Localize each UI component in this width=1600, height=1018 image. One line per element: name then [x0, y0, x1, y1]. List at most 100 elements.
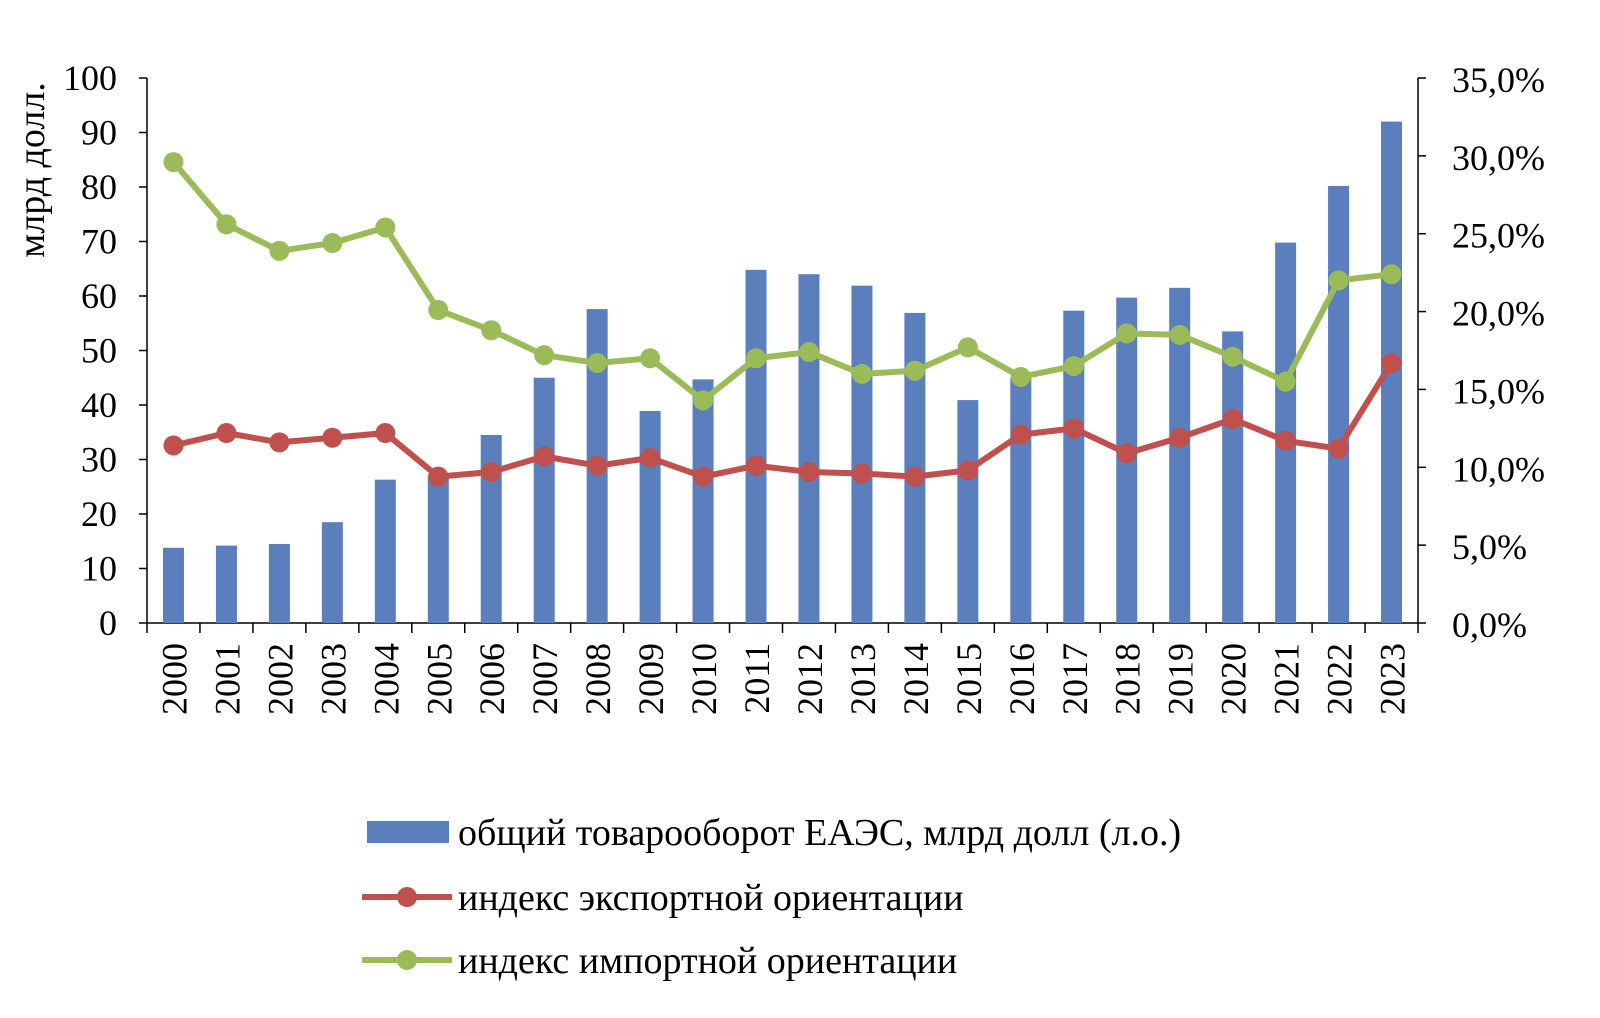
bar — [268, 543, 290, 623]
series-point-2 — [640, 348, 661, 369]
y-right-tick-label: 35,0% — [1452, 60, 1545, 100]
series-line-1 — [172, 361, 1395, 480]
legend-swatch-bar — [367, 821, 449, 843]
series-point-2 — [851, 363, 872, 384]
x-tick-label: 2011 — [737, 643, 777, 714]
bar — [1328, 185, 1350, 623]
x-tick-label: 2012 — [790, 643, 830, 715]
x-tick-label: 2017 — [1055, 643, 1095, 715]
series-point-2 — [1169, 324, 1190, 345]
bar — [745, 269, 767, 623]
y-right-tick-label: 30,0% — [1452, 138, 1545, 178]
bar — [1222, 331, 1244, 623]
y-right-tick-label: 10,0% — [1452, 449, 1545, 489]
x-tick-label: 2004 — [366, 643, 406, 715]
x-tick-label: 2019 — [1161, 643, 1201, 715]
x-tick-label: 2001 — [207, 643, 247, 715]
series-point-2 — [428, 300, 449, 321]
series-point-1 — [1169, 427, 1190, 448]
series-point-2 — [693, 390, 714, 411]
bar — [1010, 377, 1032, 623]
series-point-2 — [322, 233, 343, 254]
series-point-1 — [481, 461, 502, 482]
x-tick-label: 2023 — [1373, 643, 1413, 715]
x-tick-label: 2020 — [1214, 643, 1254, 715]
y-left-tick-label: 40 — [81, 385, 117, 425]
series-point-2 — [957, 337, 978, 358]
series-point-1 — [1010, 424, 1031, 445]
y-left-tick-label: 100 — [63, 58, 117, 98]
series-point-2 — [1328, 270, 1349, 291]
series-point-2 — [216, 214, 237, 235]
series-point-2 — [481, 320, 502, 341]
x-tick-label: 2018 — [1108, 643, 1148, 715]
series-point-2 — [1381, 264, 1402, 285]
series-point-1 — [1116, 443, 1137, 464]
series-point-1 — [798, 461, 819, 482]
x-tick-label: 2006 — [472, 643, 512, 715]
bar — [480, 434, 502, 623]
legend-swatch-marker — [397, 950, 417, 970]
y-left-tick-label: 50 — [81, 331, 117, 371]
series-point-2 — [163, 152, 184, 173]
legend-label: общий товарооборот ЕАЭС, млрд долл (л.о.… — [458, 812, 1181, 854]
legend-label: индекс экспортной ориентации — [458, 877, 964, 919]
x-tick-label: 2021 — [1267, 643, 1307, 715]
bar — [321, 522, 343, 623]
series-point-1 — [904, 466, 925, 487]
bar — [427, 474, 449, 623]
y-left-tick-label: 70 — [81, 222, 117, 262]
series-point-1 — [640, 447, 661, 468]
y-left-tick-label: 80 — [81, 167, 117, 207]
x-tick-label: 2002 — [260, 643, 300, 715]
series-point-2 — [1116, 323, 1137, 344]
x-tick-label: 2008 — [578, 643, 618, 715]
series-line-2 — [171, 160, 1392, 404]
series-point-2 — [746, 348, 767, 369]
bar — [639, 410, 661, 623]
series-point-1 — [375, 423, 396, 444]
bar — [1169, 287, 1191, 623]
y-right-tick-label: 0,0% — [1452, 605, 1527, 645]
series-point-1 — [851, 463, 872, 484]
y-left-tick-label: 0 — [99, 603, 117, 643]
x-tick-label: 2010 — [684, 643, 724, 715]
y-right-tick-label: 5,0% — [1452, 527, 1527, 567]
x-tick-label: 2003 — [313, 643, 353, 715]
plot-area: 0 10 20 30 40 50 60 70 80 90 100 0,0% 5,0% 10,0% 15,0%… — [63, 58, 1545, 715]
legend: общий товарооборот ЕАЭС, млрд долл (л.о.… — [362, 812, 1181, 982]
series-point-1 — [1275, 430, 1296, 451]
series-point-1 — [534, 446, 555, 467]
series-point-1 — [1381, 352, 1402, 373]
series-point-1 — [216, 423, 237, 444]
x-tick-label: 2000 — [154, 643, 194, 715]
bar — [374, 479, 396, 623]
series-point-1 — [269, 432, 290, 453]
y-right-tick-label: 20,0% — [1452, 294, 1545, 334]
series-point-2 — [375, 217, 396, 238]
y-left-tick-label: 90 — [81, 113, 117, 153]
legend-label: индекс импортной ориентации — [458, 940, 957, 982]
series-point-1 — [693, 466, 714, 487]
series-point-1 — [1328, 438, 1349, 459]
bar — [692, 379, 714, 623]
bar — [851, 285, 873, 623]
x-tick-label: 2022 — [1320, 643, 1360, 715]
x-tick-label: 2015 — [949, 643, 989, 715]
series-point-1 — [1222, 409, 1243, 430]
series-point-2 — [1275, 371, 1296, 392]
series-point-2 — [904, 360, 925, 381]
series-point-2 — [1063, 356, 1084, 377]
series-point-1 — [322, 427, 343, 448]
bar — [533, 377, 555, 623]
x-tick-label: 2013 — [843, 643, 883, 715]
series-point-1 — [587, 455, 608, 476]
series-point-2 — [587, 352, 608, 373]
y-right-tick-label: 25,0% — [1452, 216, 1545, 256]
series-point-1 — [957, 460, 978, 481]
x-tick-label: 2014 — [896, 643, 936, 715]
series-point-2 — [1222, 346, 1243, 367]
bar — [215, 545, 237, 623]
bar — [162, 547, 184, 623]
